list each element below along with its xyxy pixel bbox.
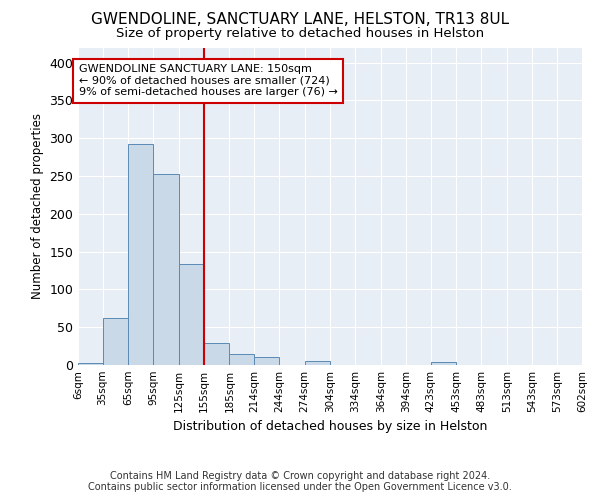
Bar [153,174,179,365]
X-axis label: Distribution of detached houses by size in Helston: Distribution of detached houses by size … [173,420,487,434]
Bar [128,144,153,365]
Text: Contains HM Land Registry data © Crown copyright and database right 2024.
Contai: Contains HM Land Registry data © Crown c… [88,471,512,492]
Text: Size of property relative to detached houses in Helston: Size of property relative to detached ho… [116,28,484,40]
Bar [179,264,204,365]
Bar [103,318,128,365]
Bar [229,354,254,365]
Y-axis label: Number of detached properties: Number of detached properties [31,114,44,299]
Bar [254,358,279,365]
Text: GWENDOLINE, SANCTUARY LANE, HELSTON, TR13 8UL: GWENDOLINE, SANCTUARY LANE, HELSTON, TR1… [91,12,509,28]
Bar [431,362,456,365]
Text: GWENDOLINE SANCTUARY LANE: 150sqm
← 90% of detached houses are smaller (724)
9% : GWENDOLINE SANCTUARY LANE: 150sqm ← 90% … [79,64,338,98]
Bar [78,362,103,365]
Bar [305,361,330,365]
Bar [204,343,229,365]
